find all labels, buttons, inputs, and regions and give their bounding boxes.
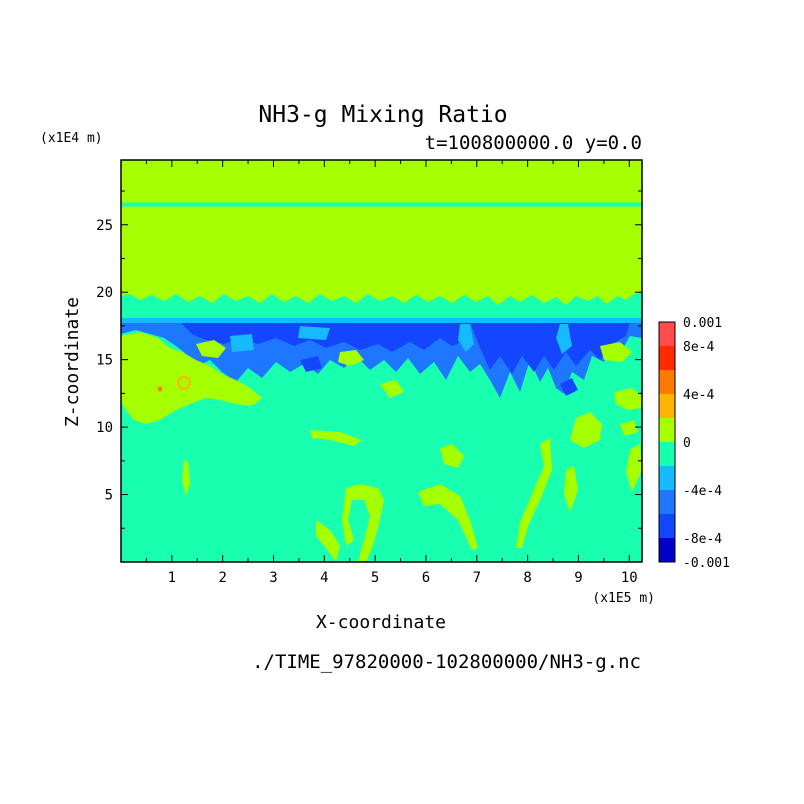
positive-contour-ring xyxy=(177,376,191,390)
positive-filament xyxy=(310,430,362,446)
colorbar-tick-label: -8e-4 xyxy=(683,532,722,547)
plot-frame xyxy=(120,159,643,563)
negative-intrusion xyxy=(230,334,254,352)
chart-subtitle: t=100800000.0 y=0.0 xyxy=(425,132,642,154)
colorbar-swatch xyxy=(659,490,675,514)
negative-intrusion xyxy=(458,324,474,352)
positive-patch xyxy=(380,380,404,398)
upper-positive-layer xyxy=(121,160,642,305)
negative-intrusion xyxy=(556,324,572,354)
upper-thin-line xyxy=(121,202,642,207)
x-tick-label: 9 xyxy=(574,570,582,586)
negative-intrusion xyxy=(298,326,330,340)
x-axis: 1 2 3 4 5 6 7 8 9 10 xyxy=(145,160,638,586)
colorbar-swatch xyxy=(659,442,675,466)
colorbar: 0.001 8e-4 4e-4 0 -4e-4 -8e-4 -0.001 xyxy=(658,316,730,571)
y-axis-label: Z-coordinate xyxy=(62,297,83,427)
x-tick-label: 8 xyxy=(523,570,531,586)
positive-peak-dot xyxy=(157,386,163,392)
band-line xyxy=(121,319,642,323)
negative-pocket xyxy=(560,378,578,396)
y-tick-label: 5 xyxy=(105,488,113,504)
negative-pocket xyxy=(470,322,630,374)
y-tick-label: 10 xyxy=(96,420,113,436)
positive-filament xyxy=(342,484,384,562)
negative-pocket xyxy=(300,356,322,372)
positive-filament xyxy=(564,466,578,512)
x-tick-label: 7 xyxy=(473,570,481,586)
colorbar-swatch xyxy=(659,322,675,346)
colorbar-swatch xyxy=(659,418,675,442)
colorbar-tick-label: 0 xyxy=(683,436,691,451)
positive-filament xyxy=(626,444,642,492)
x-tick-label: 3 xyxy=(269,570,277,586)
x-unit-label: (x1E5 m) xyxy=(592,591,655,606)
positive-filament xyxy=(316,520,340,562)
positive-patch xyxy=(196,340,226,358)
source-filename: ./TIME_97820000-102800000/NH3-g.nc xyxy=(252,651,641,673)
x-tick-label: 5 xyxy=(371,570,379,586)
positive-filament xyxy=(418,484,478,550)
colorbar-swatch xyxy=(659,370,675,394)
contour-field xyxy=(121,160,642,562)
y-tick-label: 25 xyxy=(96,218,113,234)
y-axis: 5 10 15 20 25 xyxy=(96,190,642,529)
colorbar-tick-label: 0.001 xyxy=(683,316,722,331)
colorbar-swatch xyxy=(659,514,675,538)
y-tick-label: 15 xyxy=(96,353,113,369)
x-tick-label: 2 xyxy=(218,570,226,586)
positive-filament xyxy=(440,444,464,468)
positive-patch xyxy=(121,332,262,424)
positive-filament xyxy=(570,412,602,448)
x-tick-label: 4 xyxy=(320,570,328,586)
positive-filament xyxy=(620,420,638,436)
colorbar-swatch xyxy=(659,466,675,490)
colorbar-swatch xyxy=(659,538,675,562)
colorbar-swatch xyxy=(659,394,675,418)
colorbar-frame xyxy=(658,321,676,563)
x-tick-label: 6 xyxy=(422,570,430,586)
x-axis-label: X-coordinate xyxy=(316,612,446,633)
positive-patch xyxy=(614,388,642,410)
positive-filament xyxy=(182,460,190,496)
colorbar-tick-label: 4e-4 xyxy=(683,388,714,403)
positive-patch xyxy=(338,350,364,366)
positive-patch xyxy=(600,342,632,362)
colorbar-tick-label: -4e-4 xyxy=(683,484,722,499)
x-tick-label: 1 xyxy=(168,570,176,586)
chart-title: NH3-g Mixing Ratio xyxy=(258,102,507,128)
y-tick-label: 20 xyxy=(96,285,113,301)
positive-filament xyxy=(516,438,552,548)
colorbar-swatch xyxy=(659,346,675,370)
colorbar-tick-label: -0.001 xyxy=(683,556,730,571)
y-unit-label: (x1E4 m) xyxy=(40,131,103,146)
x-tick-label: 10 xyxy=(621,570,638,586)
colorbar-tick-label: 8e-4 xyxy=(683,340,714,355)
